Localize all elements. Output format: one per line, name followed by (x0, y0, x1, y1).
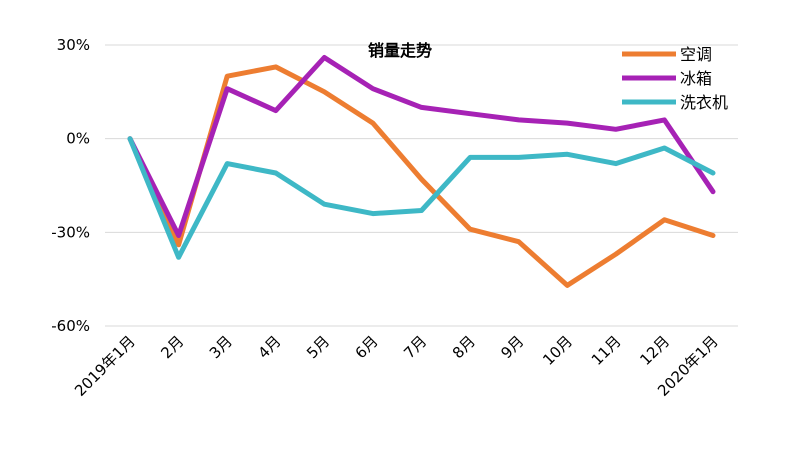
x-tick-label: 10月 (539, 332, 576, 369)
gridlines (105, 44, 738, 327)
legend-label: 冰箱 (680, 69, 712, 88)
x-tick-label: 6月 (352, 332, 382, 362)
chart-title: 销量走势 (368, 41, 432, 60)
y-tick-label: -30% (51, 223, 90, 241)
series-line-2 (127, 136, 716, 260)
y-axis-ticks: 30% 0% -30% -60% (51, 36, 90, 335)
x-tick-label: 3月 (206, 332, 236, 362)
y-tick-label: -60% (51, 317, 90, 335)
y-tick-label: 30% (57, 36, 90, 54)
x-tick-label: 8月 (449, 332, 479, 362)
x-tick-label: 9月 (497, 332, 527, 362)
series-lines (127, 55, 716, 288)
y-tick-label: 0% (66, 130, 90, 148)
x-tick-label: 4月 (254, 332, 284, 362)
x-tick-label: 5月 (303, 332, 333, 362)
x-tick-label: 12月 (636, 332, 673, 369)
x-tick-label: 2019年1月 (71, 332, 139, 400)
x-tick-label: 7月 (400, 332, 430, 362)
legend-label: 空调 (680, 45, 712, 64)
x-tick-label: 2月 (157, 332, 187, 362)
legend-label: 洗衣机 (680, 93, 728, 112)
x-tick-label: 11月 (588, 332, 625, 369)
